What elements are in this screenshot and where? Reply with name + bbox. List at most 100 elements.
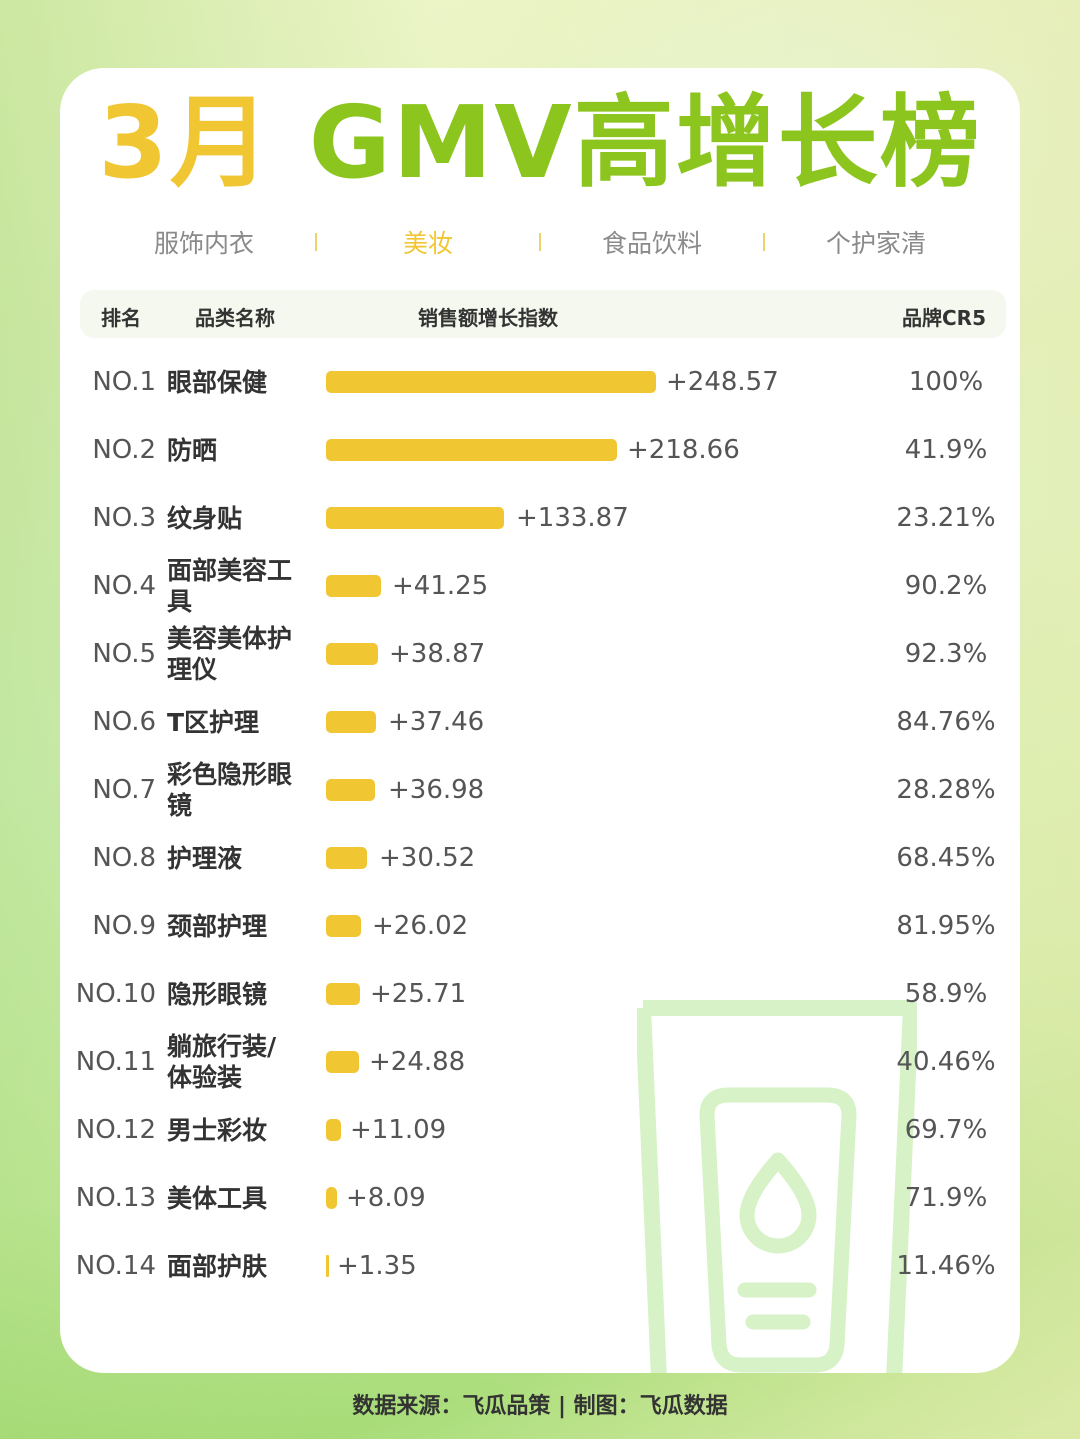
table-header: 排名 品类名称 销售额增长指数 品牌CR5 [80, 290, 1006, 338]
category-tabs: 服饰内衣 美妆 食品饮料 个护家清 [60, 220, 1020, 264]
growth-bar [326, 1119, 341, 1141]
row-category: 美体工具 [167, 1183, 268, 1213]
row-rank: NO.11 [75, 1047, 156, 1077]
row-rank: NO.7 [92, 775, 156, 805]
table-row: NO.1 眼部保健 +248.57 100% [60, 348, 1020, 416]
row-cr5: 40.46% [896, 1047, 996, 1077]
row-rank: NO.4 [92, 571, 156, 601]
page-title: 3月 GMV高增长榜 [60, 88, 1020, 198]
row-category: 隐形眼镜 [167, 979, 268, 1009]
ranking-card: 3月 GMV高增长榜 服饰内衣 美妆 食品饮料 个护家清 排名 品类名称 销售额… [60, 68, 1020, 1373]
header-category: 品类名称 [195, 306, 275, 330]
table-row: NO.5 美容美体护理仪 +38.87 92.3% [60, 620, 1020, 688]
row-rank: NO.6 [92, 707, 156, 737]
row-rank: NO.8 [92, 843, 156, 873]
tab-divider [315, 233, 317, 251]
table-row: NO.9 颈部护理 +26.02 81.95% [60, 892, 1020, 960]
row-category: 面部美容工具 [167, 556, 293, 616]
row-rank: NO.3 [92, 503, 156, 533]
row-rank: NO.5 [92, 639, 156, 669]
growth-bar [326, 711, 376, 733]
row-category: 面部护肤 [167, 1251, 268, 1281]
row-category: 男士彩妆 [167, 1115, 268, 1145]
tab-food-beverage[interactable]: 食品饮料 [601, 229, 702, 258]
tab-personal-home-care[interactable]: 个护家清 [825, 229, 926, 258]
growth-bar [326, 507, 504, 529]
header-cr5: 品牌CR5 [902, 306, 986, 330]
header-rank: 排名 [101, 306, 141, 330]
row-rank: NO.12 [75, 1115, 156, 1145]
table-row: NO.12 男士彩妆 +11.09 69.7% [60, 1096, 1020, 1164]
table-row: NO.6 T区护理 +37.46 84.76% [60, 688, 1020, 756]
row-rank: NO.9 [92, 911, 156, 941]
growth-bar [326, 439, 617, 461]
row-value: +218.66 [627, 435, 740, 465]
row-category: 颈部护理 [167, 911, 268, 941]
growth-bar [326, 1255, 329, 1277]
row-category: 躺旅行装/体验装 [167, 1032, 277, 1092]
table-row: NO.8 护理液 +30.52 68.45% [60, 824, 1020, 892]
row-value: +248.57 [666, 367, 779, 397]
table-row: NO.3 纹身贴 +133.87 23.21% [60, 484, 1020, 552]
growth-bar [326, 915, 361, 937]
row-rank: NO.2 [92, 435, 156, 465]
growth-bar [326, 643, 378, 665]
row-category: 护理液 [167, 843, 243, 873]
row-value: +38.87 [389, 639, 486, 669]
row-value: +11.09 [350, 1115, 447, 1145]
table-row: NO.10 隐形眼镜 +25.71 58.9% [60, 960, 1020, 1028]
row-value: +26.02 [372, 911, 469, 941]
table-row: NO.7 彩色隐形眼镜 +36.98 28.28% [60, 756, 1020, 824]
title-month: 3月 [98, 84, 272, 201]
growth-bar [326, 1187, 337, 1209]
row-value: +30.52 [379, 843, 476, 873]
row-value: +41.25 [392, 571, 489, 601]
row-rank: NO.13 [75, 1183, 156, 1213]
row-category: 彩色隐形眼镜 [167, 760, 293, 820]
table-row: NO.14 面部护肤 +1.35 11.46% [60, 1232, 1020, 1300]
tab-divider [539, 233, 541, 251]
row-cr5: 71.9% [904, 1183, 988, 1213]
row-cr5: 58.9% [904, 979, 988, 1009]
title-main: GMV高增长榜 [271, 84, 982, 201]
row-category: 防晒 [167, 435, 218, 465]
row-value: +8.09 [346, 1183, 426, 1213]
growth-bar [326, 371, 656, 393]
header-growth-index: 销售额增长指数 [418, 306, 558, 330]
table-row: NO.2 防晒 +218.66 41.9% [60, 416, 1020, 484]
growth-bar [326, 847, 367, 869]
row-cr5: 100% [908, 367, 984, 397]
row-cr5: 92.3% [904, 639, 988, 669]
row-cr5: 68.45% [896, 843, 996, 873]
tab-divider [763, 233, 765, 251]
table-row: NO.11 躺旅行装/体验装 +24.88 40.46% [60, 1028, 1020, 1096]
row-rank: NO.10 [75, 979, 156, 1009]
row-rank: NO.14 [75, 1251, 156, 1281]
growth-bar [326, 779, 375, 801]
growth-bar [326, 1051, 359, 1073]
table-row: NO.13 美体工具 +8.09 71.9% [60, 1164, 1020, 1232]
row-category: 眼部保健 [167, 367, 268, 397]
row-value: +25.71 [370, 979, 467, 1009]
row-cr5: 23.21% [896, 503, 996, 533]
row-category: 纹身贴 [167, 503, 243, 533]
growth-bar [326, 575, 381, 597]
row-category: T区护理 [167, 707, 260, 737]
row-value: +37.46 [388, 707, 485, 737]
row-value: +1.35 [337, 1251, 417, 1281]
row-cr5: 81.95% [896, 911, 996, 941]
row-category: 美容美体护理仪 [167, 624, 293, 684]
row-cr5: 69.7% [904, 1115, 988, 1145]
table-row: NO.4 面部美容工具 +41.25 90.2% [60, 552, 1020, 620]
tab-beauty[interactable]: 美妆 [402, 229, 453, 258]
row-cr5: 90.2% [904, 571, 988, 601]
row-value: +36.98 [388, 775, 485, 805]
row-value: +133.87 [516, 503, 629, 533]
tab-apparel[interactable]: 服饰内衣 [153, 229, 254, 258]
row-cr5: 41.9% [904, 435, 988, 465]
row-value: +24.88 [369, 1047, 466, 1077]
row-cr5: 28.28% [896, 775, 996, 805]
growth-bar [326, 983, 360, 1005]
data-source-footer: 数据来源：飞瓜品策 | 制图：飞瓜数据 [352, 1394, 728, 1419]
row-rank: NO.1 [92, 367, 156, 397]
